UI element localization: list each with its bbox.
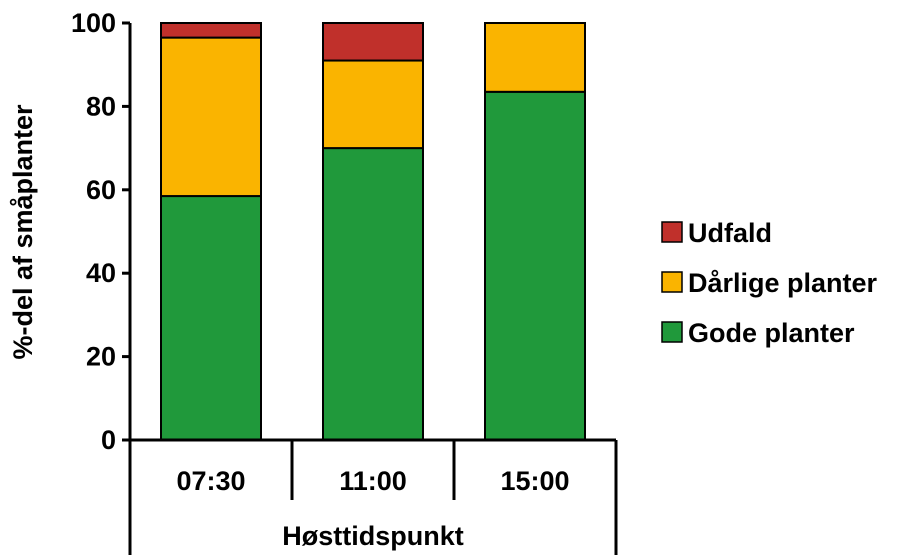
bar-segment [484, 90, 586, 442]
y-tick-label: 100 [71, 8, 116, 38]
y-tick-label: 20 [86, 342, 116, 372]
bar-segment [322, 22, 424, 62]
legend-swatch [661, 271, 683, 293]
bar-segment [160, 195, 262, 441]
legend-swatch [661, 321, 683, 343]
bar-segment [160, 22, 262, 39]
x-tick-label: 15:00 [500, 466, 569, 496]
y-tick-label: 0 [101, 425, 116, 455]
y-axis-title: %-del af småplanter [8, 104, 38, 360]
y-tick-label: 80 [86, 91, 116, 121]
bar-segment [322, 59, 424, 150]
y-ticks-group: 0 20 40 60 80 100 [71, 8, 130, 455]
y-tick-label: 40 [86, 258, 116, 288]
x-tick-label: 07:30 [176, 466, 245, 496]
axes-group [128, 23, 618, 555]
legend: Udfald Dårlige planter Gode planter [661, 218, 878, 348]
legend-swatch [661, 221, 683, 243]
x-ticks-group: 07:30 11:00 15:00 [176, 466, 569, 496]
bar-segment [484, 22, 586, 93]
y-tick-label: 60 [86, 175, 116, 205]
x-axis-title: Høsttidspunkt [282, 521, 464, 551]
bar-segment [322, 147, 424, 441]
bar-segment [160, 36, 262, 198]
bars-group [160, 22, 586, 442]
legend-label: Udfald [688, 218, 772, 248]
legend-label: Dårlige planter [688, 268, 878, 298]
x-tick-label: 11:00 [339, 466, 407, 496]
legend-label: Gode planter [688, 318, 855, 348]
